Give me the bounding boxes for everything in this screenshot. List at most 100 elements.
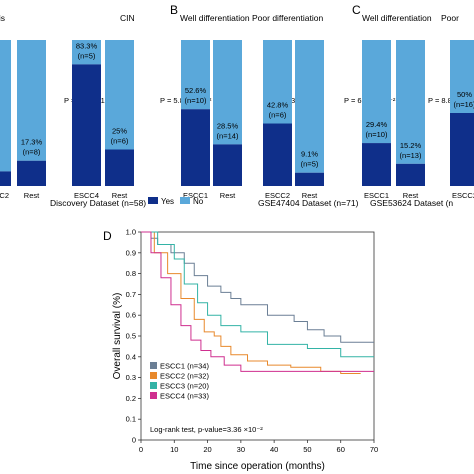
group-title: Well differentiation [180, 13, 250, 23]
bar-pct-label: 17.3% [21, 138, 43, 147]
bar-pct-label: 83.3% [76, 41, 98, 50]
y-tick-label: 0.9 [126, 248, 136, 257]
bar-yes-ESCC4 [72, 64, 101, 186]
legend-no-swatch [180, 197, 190, 204]
bar-category-label: ESCC1 [364, 191, 389, 200]
y-tick-label: 0 [132, 436, 136, 445]
bar-pct-label: 52.6% [185, 86, 207, 95]
bar-pct-label: 29.4% [366, 120, 388, 129]
bar-n-label: (n=16) [454, 100, 474, 109]
y-tick-label: 0.5 [126, 332, 136, 341]
bar-category-label: Rest [302, 191, 318, 200]
bar-yes-Rest [105, 149, 134, 186]
y-tick-label: 0.4 [126, 352, 136, 361]
bar-yes-ESCC2 [450, 113, 474, 186]
y-tick-label: 0.1 [126, 415, 136, 424]
survival-curve-ESCC1 [141, 231, 374, 343]
bar-category-label: ESCC4 [74, 191, 99, 200]
logrank-annotation: Log-rank test, p-value=3.36 ×10⁻² [150, 425, 263, 434]
bar-no-ESCC1 [362, 40, 391, 144]
group-title: Poor differentiation [252, 13, 323, 23]
bar-pct-label: 15.2% [400, 141, 422, 150]
dataset-label-A: Discovery Dataset (n=58) [50, 198, 146, 208]
bar-yes-ESCC2 [0, 171, 11, 186]
group-title: Well differentiation [362, 13, 432, 23]
x-tick-label: 30 [237, 445, 245, 454]
survival-curve-ESCC4 [141, 231, 374, 372]
bar-category-label: ESCC2 [265, 191, 290, 200]
bar-pct-label: 28.5% [217, 121, 239, 130]
bar-yes-Rest [17, 160, 46, 186]
bar-category-label: Rest [112, 191, 128, 200]
legend-no-label: No [193, 197, 204, 206]
bar-n-label: (n=6) [111, 137, 129, 146]
y-tick-label: 0.7 [126, 290, 136, 299]
bar-no-Rest [213, 40, 242, 145]
survival-curve-ESCC3 [141, 231, 374, 358]
bar-no-ESCC4 [72, 40, 101, 65]
bar-no-ESCC2 [0, 40, 11, 172]
survival-curve-ESCC2 [141, 231, 361, 374]
bar-n-label: (n=14) [217, 131, 239, 140]
y-tick-label: 0.6 [126, 311, 136, 320]
bar-yes-Rest [295, 172, 324, 186]
group-title: Metastasis [0, 13, 5, 23]
bar-category-label: Rest [403, 191, 419, 200]
bar-n-label: (n=5) [301, 160, 319, 169]
legend-label-ESCC1: ESCC1 (n=34) [160, 362, 209, 371]
legend-swatch-ESCC3 [150, 382, 157, 389]
bar-n-label: (n=8) [23, 148, 41, 157]
bar-no-ESCC2 [263, 40, 292, 124]
bar-yes-ESCC1 [362, 143, 391, 186]
bar-no-Rest [396, 40, 425, 164]
y-tick-label: 0.3 [126, 373, 136, 382]
bar-no-Rest [105, 40, 134, 150]
x-tick-label: 70 [370, 445, 378, 454]
legend-label-ESCC4: ESCC4 (n=33) [160, 392, 209, 401]
x-tick-label: 50 [303, 445, 311, 454]
bar-n-label: (n=5) [78, 51, 96, 60]
bar-no-Rest [17, 40, 46, 161]
panel-label-B: B [170, 3, 178, 17]
bar-yes-Rest [213, 144, 242, 186]
bar-n-label: (n=10) [185, 96, 207, 105]
dataset-label-B: GSE47404 Dataset (n=71) [258, 198, 359, 208]
bar-category-label: ESCC2 [0, 191, 9, 200]
legend-swatch-ESCC2 [150, 372, 157, 379]
legend-swatch-ESCC4 [150, 392, 157, 399]
bar-n-label: (n=13) [400, 151, 422, 160]
x-axis-label: Time since operation (months) [190, 461, 325, 472]
bar-no-ESCC1 [181, 40, 210, 110]
bar-n-label: (n=6) [269, 111, 287, 120]
x-tick-label: 0 [139, 445, 143, 454]
bar-no-ESCC2 [450, 40, 474, 113]
bar-pct-label: 9.1% [301, 150, 318, 159]
x-tick-label: 20 [203, 445, 211, 454]
panel-label-C: C [352, 3, 361, 17]
group-title: CIN [120, 13, 135, 23]
x-tick-label: 60 [337, 445, 345, 454]
y-tick-label: 1.0 [126, 228, 136, 237]
legend-swatch-ESCC1 [150, 362, 157, 369]
bar-no-Rest [295, 40, 324, 173]
bar-pct-label: 42.8% [267, 101, 289, 110]
y-tick-label: 0.2 [126, 394, 136, 403]
y-tick-label: 0.8 [126, 269, 136, 278]
x-tick-label: 40 [270, 445, 278, 454]
panel-label-D: D [103, 229, 112, 243]
bar-yes-Rest [396, 163, 425, 186]
bar-n-label: (n=10) [366, 130, 388, 139]
legend-label-ESCC3: ESCC3 (n=20) [160, 382, 209, 391]
bar-yes-ESCC1 [181, 109, 210, 186]
group-title: Poor [441, 13, 459, 23]
bar-category-label: Rest [24, 191, 40, 200]
bar-yes-ESCC2 [263, 123, 292, 186]
x-tick-label: 10 [170, 445, 178, 454]
bar-category-label: ESCC1 [183, 191, 208, 200]
legend-yes-label: Yes [161, 197, 174, 206]
bar-category-label: Rest [220, 191, 236, 200]
legend-yes-swatch [148, 197, 158, 204]
y-axis-label: Overall survival (%) [112, 293, 123, 380]
legend-label-ESCC2: ESCC2 (n=32) [160, 372, 209, 381]
